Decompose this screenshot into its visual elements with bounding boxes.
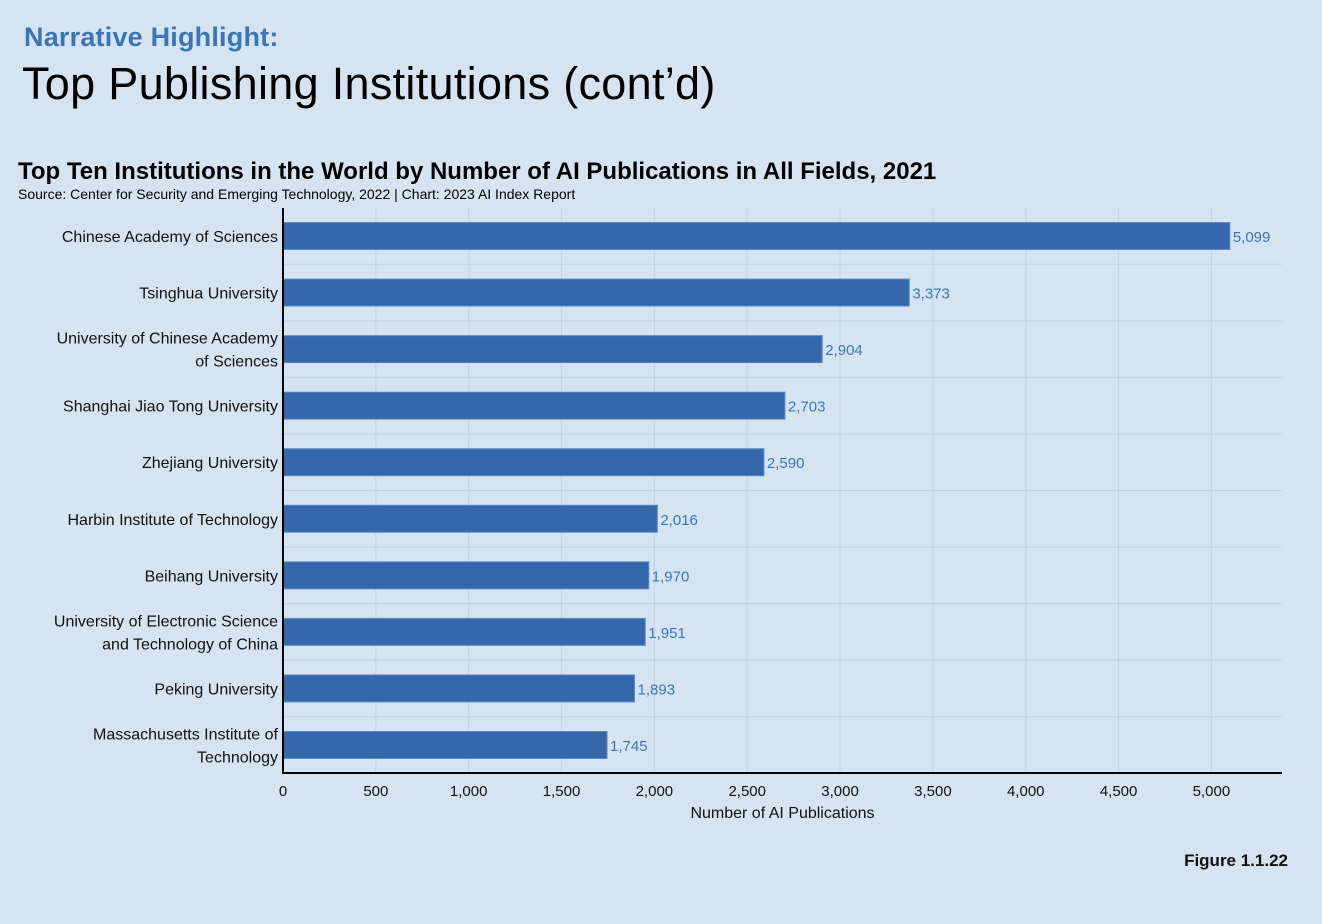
x-tick-label-0: 0 <box>279 783 287 800</box>
category-label-6-0: Beihang University <box>145 568 278 585</box>
bar-9 <box>282 731 608 759</box>
bar-4 <box>282 448 765 477</box>
category-label-1-0: Tsinghua University <box>139 286 278 303</box>
section-kicker: Narrative Highlight: <box>24 22 279 52</box>
chart-source: Source: Center for Security and Emerging… <box>18 186 576 202</box>
bar-value-label-7: 1,951 <box>648 625 686 642</box>
x-tick-label-2: 1,000 <box>450 783 488 800</box>
bar-8 <box>282 674 636 703</box>
category-label-0-0: Chinese Academy of Sciences <box>62 229 278 246</box>
x-tick-label-8: 4,000 <box>1007 783 1045 800</box>
bar-value-label-1: 3,373 <box>912 286 950 303</box>
bar-2 <box>282 335 823 364</box>
page-headline: Top Publishing Institutions (cont’d) <box>22 58 716 109</box>
bar-value-label-4: 2,590 <box>767 455 805 472</box>
category-label-9-1: Technology <box>197 750 278 767</box>
bar-5 <box>282 504 658 533</box>
bar-value-label-9: 1,745 <box>610 738 648 755</box>
x-tick-label-7: 3,500 <box>914 783 952 800</box>
x-tick-label-9: 4,500 <box>1100 783 1138 800</box>
x-tick-label-3: 1,500 <box>543 783 581 800</box>
bar-value-label-0: 5,099 <box>1233 229 1271 246</box>
category-label-2-0: University of Chinese Academy <box>57 331 278 348</box>
bar-7 <box>282 617 646 646</box>
bar-value-label-3: 2,703 <box>788 399 826 416</box>
bar-1 <box>282 278 910 307</box>
category-label-8-0: Peking University <box>154 681 278 698</box>
bar-value-label-6: 1,970 <box>652 568 690 585</box>
category-label-7-0: University of Electronic Science <box>54 613 278 630</box>
x-tick-label-1: 500 <box>363 783 388 800</box>
x-tick-label-10: 5,000 <box>1193 783 1231 800</box>
bar-value-label-2: 2,904 <box>825 342 863 359</box>
x-axis-title: Number of AI Publications <box>690 805 874 822</box>
bar-3 <box>282 391 786 420</box>
category-label-5-0: Harbin Institute of Technology <box>68 512 279 529</box>
figure-label: Figure 1.1.22 <box>1184 851 1288 870</box>
x-tick-label-5: 2,500 <box>728 783 766 800</box>
x-tick-label-4: 2,000 <box>636 783 674 800</box>
category-label-3-0: Shanghai Jiao Tong University <box>63 399 278 416</box>
bar-6 <box>282 561 650 590</box>
category-label-7-1: and Technology of China <box>102 636 278 653</box>
bar-value-label-5: 2,016 <box>660 512 698 529</box>
category-label-9-0: Massachusetts Institute of <box>93 727 279 744</box>
bar-0 <box>282 222 1231 250</box>
category-label-2-1: of Sciences <box>195 354 278 371</box>
bar-value-label-8: 1,893 <box>638 681 676 698</box>
x-tick-label-6: 3,000 <box>821 783 859 800</box>
category-label-4-0: Zhejiang University <box>142 455 278 472</box>
chart-title: Top Ten Institutions in the World by Num… <box>18 158 937 185</box>
